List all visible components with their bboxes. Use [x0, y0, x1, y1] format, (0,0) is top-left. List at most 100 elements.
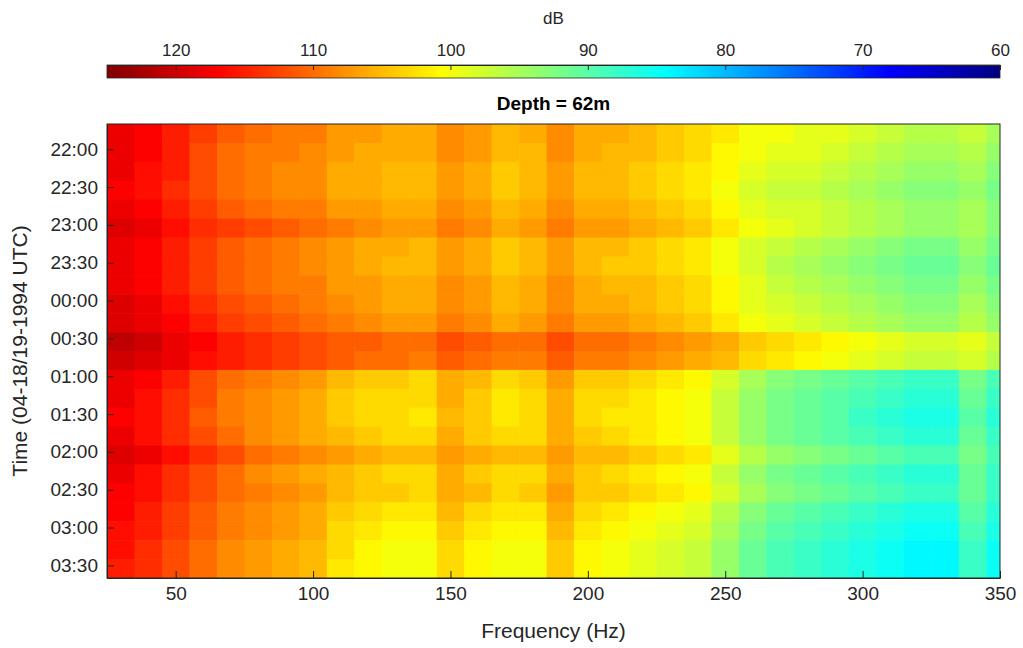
tick-label: 70 [854, 41, 873, 60]
cell [547, 124, 575, 144]
cell [629, 162, 657, 182]
cell [959, 124, 987, 144]
cell [299, 370, 327, 390]
cell [876, 446, 904, 466]
tick-label: 23:00 [50, 214, 98, 235]
cell [931, 521, 959, 541]
cell [272, 483, 300, 503]
cell [464, 427, 492, 447]
cell [547, 294, 575, 314]
cell [382, 219, 410, 239]
cell [464, 540, 492, 560]
cell [876, 540, 904, 560]
cell [492, 143, 520, 163]
cell [849, 389, 877, 409]
cell [327, 294, 355, 314]
cell [409, 521, 437, 541]
cell [821, 294, 849, 314]
cell [602, 219, 630, 239]
cell [959, 275, 987, 295]
cell [244, 294, 272, 314]
cell [189, 408, 217, 428]
cell [437, 370, 465, 390]
cell [904, 275, 932, 295]
cell [409, 294, 437, 314]
cell [299, 559, 327, 578]
cell [354, 256, 382, 276]
cell [794, 162, 822, 182]
cell [684, 219, 712, 239]
cell [547, 370, 575, 390]
cell [629, 521, 657, 541]
cell [547, 200, 575, 220]
cell [629, 540, 657, 560]
cell [217, 446, 245, 466]
cell [849, 427, 877, 447]
cell [657, 256, 685, 276]
tick: 23:30 [50, 252, 114, 273]
cell [876, 294, 904, 314]
cell [437, 540, 465, 560]
cell [711, 427, 739, 447]
tick-mark [1000, 65, 1001, 70]
cell [876, 219, 904, 239]
cell [986, 238, 1000, 258]
cell [684, 408, 712, 428]
cell [299, 256, 327, 276]
tick: 100 [437, 41, 465, 70]
cell [382, 502, 410, 522]
cell [739, 351, 767, 371]
cell [684, 446, 712, 466]
cell [684, 294, 712, 314]
cell [629, 427, 657, 447]
cell [904, 256, 932, 276]
cell [986, 143, 1000, 163]
cell [629, 502, 657, 522]
cell [849, 540, 877, 560]
cell [107, 181, 135, 201]
cell [574, 521, 602, 541]
cell [189, 332, 217, 352]
cell [711, 124, 739, 144]
cell [382, 200, 410, 220]
tick-label: 200 [572, 583, 604, 604]
cell [657, 389, 685, 409]
cell [409, 389, 437, 409]
cell [959, 427, 987, 447]
cell [794, 332, 822, 352]
cell [547, 162, 575, 182]
cell [217, 238, 245, 258]
cell [134, 559, 162, 578]
cell [519, 219, 547, 239]
cell [519, 143, 547, 163]
cell [931, 162, 959, 182]
cell [931, 540, 959, 560]
cell [519, 294, 547, 314]
cell [464, 143, 492, 163]
cell [217, 200, 245, 220]
cell [657, 124, 685, 144]
cell [986, 502, 1000, 522]
cell [162, 332, 190, 352]
cell [904, 294, 932, 314]
cell [272, 408, 300, 428]
cell [244, 559, 272, 578]
cell [217, 181, 245, 201]
cell [602, 313, 630, 333]
cell [711, 370, 739, 390]
cell [959, 521, 987, 541]
cell [409, 559, 437, 578]
cell [986, 559, 1000, 578]
cell [409, 540, 437, 560]
cell [217, 294, 245, 314]
cell [327, 521, 355, 541]
cell [382, 446, 410, 466]
cell [711, 351, 739, 371]
cell [821, 162, 849, 182]
cell [711, 200, 739, 220]
cell [711, 162, 739, 182]
axis-line [108, 578, 1001, 579]
cell [519, 408, 547, 428]
cell [684, 162, 712, 182]
cell [657, 446, 685, 466]
